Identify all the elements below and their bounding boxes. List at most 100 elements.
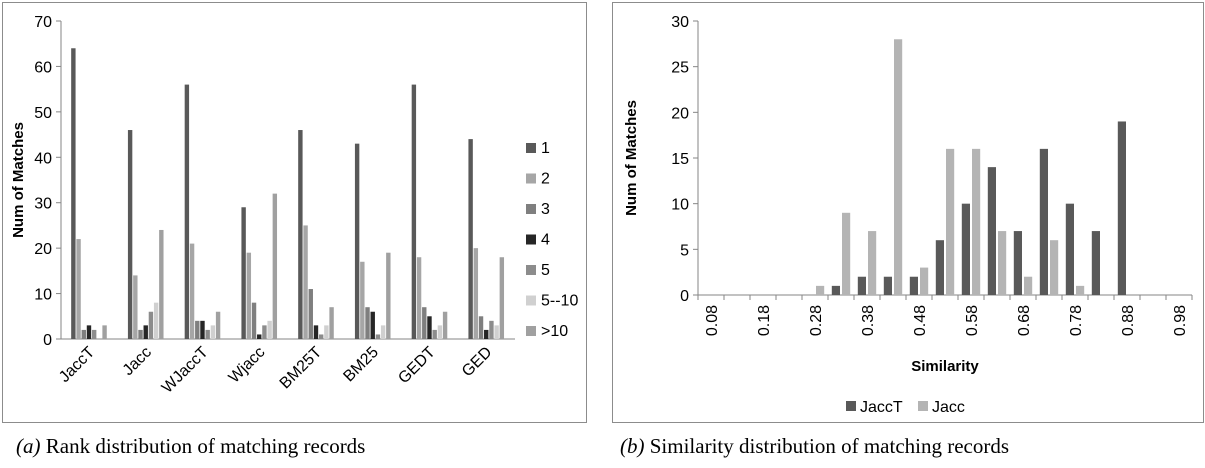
bar-0.78-JaccT [1065,203,1074,295]
x-tick-label: 0.38 [860,305,877,336]
bar-BM25-1 [354,143,360,339]
bar-0.28-Jacc [816,285,825,295]
caption-b-text: Similarity distribution of matching reco… [644,434,1010,458]
y-axis-title: Num of Matches [10,122,27,238]
bar-Jacc-5 [148,311,154,339]
bar-GEDT-1 [411,84,417,339]
bar-BM25T->10 [329,307,334,339]
bar-BM25T-5--10 [324,325,329,339]
bar-Jacc->10 [159,229,164,339]
y-tick-label: 40 [34,150,52,167]
y-axis-title: Num of Matches [623,100,640,216]
y-tick-label: 5 [680,242,689,259]
y-tick-label: 60 [34,59,52,76]
bar-0.48-JaccT [909,276,918,295]
x-tick-label: 0.68 [1016,305,1033,336]
legend-swatch->10 [526,326,536,336]
bar-0.33-Jacc [842,212,851,295]
x-tick-label: 0.18 [756,305,773,336]
bar-Wjacc-2 [246,252,252,339]
y-tick-label: 20 [34,241,52,258]
x-tick-label: GED [459,344,496,381]
legend-label: JaccT [860,399,903,416]
bar-BM25->10 [386,252,391,339]
rank-distribution-chart: 0 10 20 30 40 50 60 70 Num of Matches JaccT Jacc WJ… [2,2,587,423]
bar-GED-5--10 [494,325,499,339]
y-tick-label: 30 [34,196,52,213]
x-tick-label: 0.98 [1172,305,1189,336]
legend-label: 2 [541,171,550,188]
x-tick-label: 0.08 [704,305,721,336]
bar-WJaccT-5 [205,329,210,339]
legend-swatch-Jacc [918,401,928,411]
legend-swatch-1 [526,143,536,153]
bar-0.63-Jacc [998,231,1007,295]
legend-label: 5--10 [541,293,578,310]
legend-label: 5 [541,262,550,279]
y-tick-label: 15 [671,151,689,168]
x-tick-label: 0.78 [1068,305,1085,336]
bar-JaccT-4 [86,325,92,339]
bar-GED-5 [489,320,494,339]
bar-0.78-Jacc [1076,285,1085,295]
legend-label: 1 [541,140,550,157]
bar-Wjacc-3 [251,302,257,339]
y-tick-label: 50 [34,105,52,122]
bar-BM25-3 [365,307,370,339]
bar-WJaccT-5--10 [210,325,216,339]
bar-0.83-JaccT [1091,231,1100,295]
y-tick-label: 10 [34,287,52,304]
caption-a: (a) Rank distribution of matching record… [16,434,365,459]
bar-0.68-JaccT [1013,231,1022,295]
bar-0.63-JaccT [987,167,996,295]
bar-0.38-JaccT [857,276,866,295]
x-tick-label: BM25 [340,344,382,386]
x-tick-label: 0.58 [964,305,981,336]
caption-b: (b) Similarity distribution of matching … [620,434,1009,459]
x-tick-label: JaccT [56,344,98,386]
bar-BM25-4 [370,311,375,339]
bar-GEDT-5--10 [437,325,443,339]
similarity-chart-svg: 0 5 10 15 20 25 30 Num of Matches 0.08 0.18 0.28 0.… [623,14,1193,416]
y-tick-label: 0 [43,332,52,349]
bar-WJaccT-2 [189,243,195,339]
caption-b-label: (b) [620,434,645,458]
bar-0.68-Jacc [1024,276,1033,295]
bar-Wjacc-1 [241,207,246,339]
x-tick-label: WJaccT [159,344,212,397]
bar-0.73-JaccT [1039,148,1048,295]
legend-label: 4 [541,232,550,249]
bar-0.88-JaccT [1117,121,1126,295]
x-tick-label: 0.48 [912,305,929,336]
legend-label: 3 [541,201,550,218]
bar-Jacc-1 [127,130,133,339]
bar-Jacc-4 [143,325,148,339]
bar-JaccT-1 [71,48,76,339]
bar-Wjacc-5--10 [267,320,272,339]
y-tick-label: 25 [671,60,689,77]
x-tick-label: 0.28 [808,305,825,336]
similarity-distribution-chart: 0 5 10 15 20 25 30 Num of Matches 0.08 0.18 0.28 0.… [612,2,1204,423]
bar-Jacc-5--10 [153,302,159,339]
bar-Wjacc-4 [257,334,262,339]
bar-Jacc-3 [138,329,143,339]
bar-0.73-Jacc [1050,240,1059,295]
bar-GEDT->10 [442,311,448,339]
bar-WJaccT-4 [200,320,205,339]
bar-GED-3 [478,316,484,339]
rank-chart-svg: 0 10 20 30 40 50 60 70 Num of Matches JaccT Jacc WJ… [10,14,578,397]
bar-BM25-2 [360,261,365,339]
bar-0.33-JaccT [831,285,840,295]
legend-swatch-JaccT [846,401,856,411]
x-tick-label: BM25T [277,344,326,393]
bar-Wjacc-5 [262,325,267,339]
y-tick-label: 0 [680,288,689,305]
legend-swatch-4 [526,234,536,245]
bar-JaccT-3 [81,329,86,339]
bar-GEDT-2 [416,257,422,339]
y-tick-label: 30 [671,14,689,31]
bar-WJaccT-3 [195,320,200,339]
bar-0.58-Jacc [972,148,981,295]
bar-0.58-JaccT [961,203,970,295]
bar-0.48-Jacc [920,267,929,295]
